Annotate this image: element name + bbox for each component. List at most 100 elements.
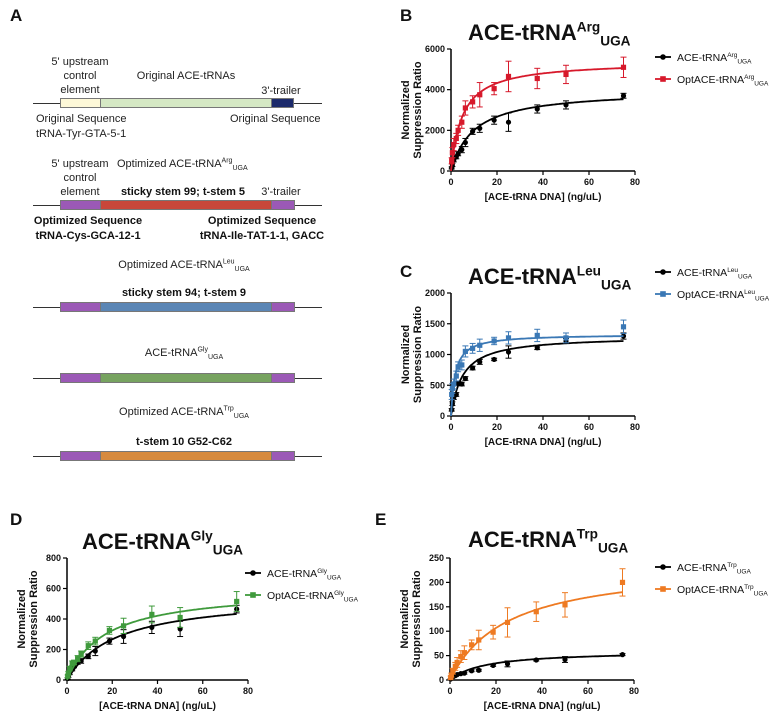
data-point xyxy=(470,345,476,351)
panel-label-c: C xyxy=(400,262,413,281)
y-tick-label: 0 xyxy=(440,166,445,176)
trailer-segment xyxy=(271,302,295,312)
feature-label: t-stem 10 G52-C62 xyxy=(136,436,232,448)
title-sub: UGA xyxy=(233,413,249,421)
legend-label-sup: Trp xyxy=(744,584,754,591)
y-axis-label: Suppression Ratio xyxy=(412,61,424,158)
data-point xyxy=(505,119,512,125)
data-point xyxy=(459,381,465,387)
left-note-line2: tRNA-Tyr-GTA-5-1 xyxy=(36,128,127,140)
legend-label-sub: UGA xyxy=(344,597,359,604)
data-point xyxy=(477,92,483,98)
y-axis-label: Normalized xyxy=(399,589,411,648)
x-tick-label: 80 xyxy=(243,686,253,696)
data-point xyxy=(459,147,465,153)
legend-label-sup: Gly xyxy=(334,590,345,597)
data-point xyxy=(449,158,455,164)
data-point xyxy=(620,64,627,70)
x-tick-label: 60 xyxy=(583,686,593,696)
data-point xyxy=(534,332,540,339)
data-point xyxy=(620,93,627,99)
x-axis-label: [ACE-tRNA DNA] (ng/uL) xyxy=(485,437,602,448)
legend-label-main: OptACE-tRNA xyxy=(677,289,744,301)
data-point xyxy=(491,356,497,363)
legend-label-sub: UGA xyxy=(737,59,752,66)
legend-label-sub: UGA xyxy=(738,274,753,281)
x-axis-label: [ACE-tRNA DNA] (ng/uL) xyxy=(484,701,601,712)
title-text: Optimized ACE-tRNA xyxy=(118,259,223,271)
right-note-line2: tRNA-Ile-TAT-1-1, GACC xyxy=(199,230,325,242)
y-tick-label: 1000 xyxy=(425,350,445,360)
x-tick-label: 40 xyxy=(537,686,547,696)
data-point xyxy=(234,598,240,605)
x-tick-label: 80 xyxy=(630,177,640,187)
legend-label-main: ACE-tRNA xyxy=(677,562,727,574)
x-tick-label: 0 xyxy=(448,422,453,432)
legend-label-sub: UGA xyxy=(754,81,769,88)
legend-label-main: OptACE-tRNA xyxy=(677,74,744,86)
legend-marker xyxy=(250,592,256,598)
data-point xyxy=(504,661,511,667)
chart-title-sup: Gly xyxy=(191,529,213,544)
panel-label-b: B xyxy=(400,6,413,25)
upstream-label-line1: 5' upstream xyxy=(51,158,109,170)
chart-title: ACE-tRNAArgUGA xyxy=(468,20,631,49)
legend-label: ACE-tRNATrpUGA xyxy=(677,562,751,576)
series-original xyxy=(448,92,627,172)
legend-label: ACE-tRNALeuUGA xyxy=(677,267,753,281)
data-point xyxy=(177,614,183,621)
data-point xyxy=(453,391,459,398)
data-point xyxy=(619,652,626,658)
series-optimized xyxy=(448,56,627,172)
data-point xyxy=(106,627,113,634)
y-tick-label: 50 xyxy=(434,651,444,661)
data-point xyxy=(454,659,460,666)
data-point xyxy=(470,128,476,134)
data-point xyxy=(477,359,483,365)
legend-marker xyxy=(660,564,666,570)
title-sup: Gly xyxy=(197,346,208,354)
legend-item: ACE-tRNALeuUGA xyxy=(655,267,753,281)
legend-label-sup: Gly xyxy=(317,568,328,575)
trailer-segment xyxy=(271,200,295,210)
legend-label-sup: Leu xyxy=(727,267,738,274)
y-tick-label: 250 xyxy=(429,553,444,563)
data-point xyxy=(78,651,84,657)
title-sup: Arg xyxy=(221,157,233,165)
data-point xyxy=(462,348,468,355)
legend-label-main: OptACE-tRNA xyxy=(677,584,744,596)
trailer-segment xyxy=(271,451,295,461)
upstream-label-line2: control xyxy=(63,172,97,184)
x-tick-label: 0 xyxy=(64,686,69,696)
data-point xyxy=(449,391,455,398)
data-point xyxy=(449,150,455,156)
y-tick-label: 400 xyxy=(46,614,61,624)
x-tick-label: 0 xyxy=(447,686,452,696)
feature-label: sticky stem 99; t-stem 5 xyxy=(120,186,246,198)
legend-label-sup: Leu xyxy=(744,289,755,296)
upstream-label-line3: element xyxy=(60,84,100,96)
chart-title-sub: UGA xyxy=(601,277,631,292)
legend-item: ACE-tRNATrpUGA xyxy=(655,562,751,576)
data-point xyxy=(453,135,459,142)
data-point xyxy=(490,662,496,668)
y-axis-label: Suppression Ratio xyxy=(412,306,424,403)
y-tick-label: 0 xyxy=(439,675,444,685)
legend-label-sub: UGA xyxy=(755,296,770,303)
data-point xyxy=(85,643,91,649)
data-point xyxy=(120,633,127,640)
legend-label-sub: UGA xyxy=(327,575,342,582)
y-axis-label: Normalized xyxy=(400,80,412,139)
x-tick-label: 20 xyxy=(492,422,502,432)
x-tick-label: 80 xyxy=(630,422,640,432)
panel-label-a: A xyxy=(10,6,23,25)
data-point xyxy=(491,86,497,92)
legend-marker xyxy=(660,291,666,297)
y-tick-label: 2000 xyxy=(425,288,445,298)
data-point xyxy=(450,668,456,674)
panel-label-d: D xyxy=(10,510,23,529)
data-point xyxy=(455,364,461,370)
legend-marker xyxy=(660,269,666,275)
construct-title: Original ACE-tRNAs xyxy=(136,70,236,82)
data-point xyxy=(458,653,464,660)
